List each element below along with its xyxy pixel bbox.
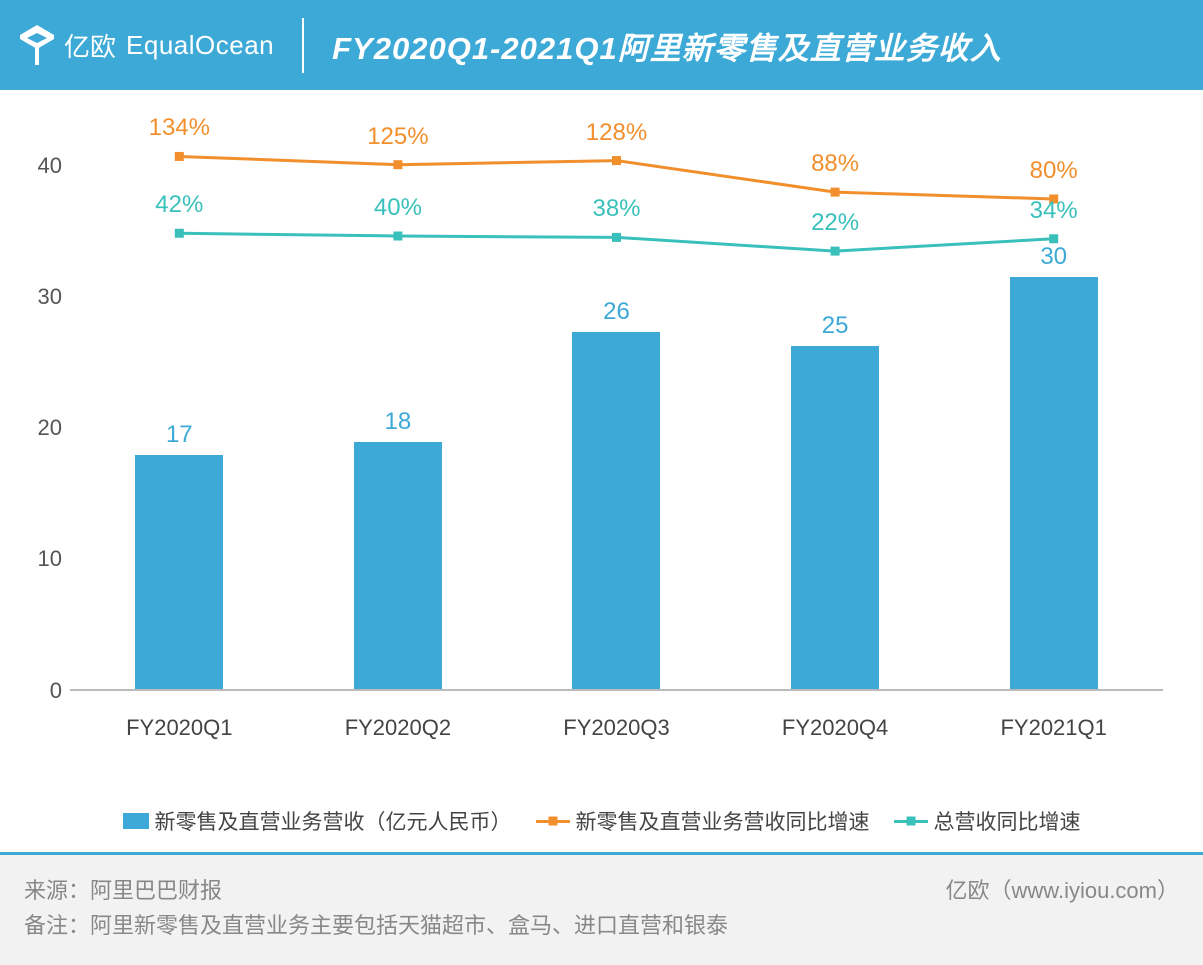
y-axis: 403020100 [30,140,70,691]
line-value-label: 42% [155,191,203,219]
line-value-label: 134% [149,114,210,142]
bar-rect [572,332,660,689]
line-value-label: 80% [1030,157,1078,185]
y-axis-tick: 40 [30,153,70,179]
legend: 新零售及直营业务营收（亿元人民币） 新零售及直营业务营收同比增速 总营收同比增速 [0,791,1203,855]
bar-value-label: 17 [166,421,193,449]
x-axis-label: FY2020Q4 [726,715,945,741]
legend-item: 总营收同比增速 [894,806,1081,836]
source-line: 来源：阿里巴巴财报 [24,873,728,908]
legend-swatch-bar-icon [123,813,149,829]
chart-area: 40 30 20 10 0 17 18 26 25 30 134% 125% 128% 88% 80% 4… [0,90,1203,791]
bar-value-label: 26 [603,298,630,326]
legend-label: 总营收同比增速 [934,806,1081,836]
line-value-label: 22% [811,209,859,237]
chart-canvas: 403020100 1718262530 134%125%128%88%80%4… [70,140,1163,771]
bar-value-label: 25 [822,312,849,340]
source-text: 阿里巴巴财报 [90,878,222,903]
y-axis-tick: 20 [30,415,70,441]
legend-item: 新零售及直营业务营收（亿元人民币） [123,806,512,836]
legend-label: 新零售及直营业务营收（亿元人民币） [155,806,512,836]
y-axis-tick: 0 [30,678,70,704]
x-axis-label: FY2021Q1 [944,715,1163,741]
line-value-label: 40% [374,194,422,222]
line-value-label: 38% [592,195,640,223]
x-axis-labels: FY2020Q1FY2020Q2FY2020Q3FY2020Q4FY2021Q1 [70,715,1163,741]
footer: 来源：阿里巴巴财报 备注：阿里新零售及直营业务主要包括天猫超市、盒马、进口直营和… [0,855,1203,965]
legend-label: 新零售及直营业务营收同比增速 [576,806,870,836]
bar-rect [1010,277,1098,688]
note-line: 备注：阿里新零售及直营业务主要包括天猫超市、盒马、进口直营和银泰 [24,908,728,943]
brand-name-en: EqualOcean [126,30,274,61]
source-prefix: 来源： [24,878,90,903]
line-value-label: 88% [811,150,859,178]
bar-group: 17 [70,140,289,689]
footer-left: 来源：阿里巴巴财报 备注：阿里新零售及直营业务主要包括天猫超市、盒马、进口直营和… [24,873,728,943]
x-axis-label: FY2020Q2 [289,715,508,741]
y-axis-tick: 30 [30,284,70,310]
header-bar: 亿欧 EqualOcean FY2020Q1-2021Q1阿里新零售及直营业务收… [0,0,1203,90]
bar-value-label: 18 [385,408,412,436]
brand-name-cn: 亿欧 [64,27,116,64]
note-prefix: 备注： [24,913,90,938]
line-value-label: 34% [1030,197,1078,225]
bar-rect [791,346,879,689]
legend-item: 新零售及直营业务营收同比增速 [536,806,870,836]
footer-url: （www.iyiou.com） [990,878,1179,903]
bar-value-label: 30 [1040,243,1067,271]
footer-brand: 亿欧 [946,878,990,903]
line-value-label: 125% [367,123,428,151]
logo-area: 亿欧 EqualOcean [20,18,304,73]
chart-title: FY2020Q1-2021Q1阿里新零售及直营业务收入 [304,23,1002,68]
bar-rect [135,455,223,688]
bar-rect [354,442,442,689]
y-axis-tick: 10 [30,546,70,572]
legend-swatch-line-icon [894,820,928,823]
note-text: 阿里新零售及直营业务主要包括天猫超市、盒马、进口直营和银泰 [90,913,728,938]
x-axis-label: FY2020Q3 [507,715,726,741]
brand-logo-icon [20,25,54,65]
line-value-label: 128% [586,119,647,147]
footer-right: 亿欧（www.iyiou.com） [946,873,1180,908]
bar-group: 18 [289,140,508,689]
legend-swatch-line-icon [536,820,570,823]
x-axis-label: FY2020Q1 [70,715,289,741]
plot-region: 1718262530 134%125%128%88%80%42%40%38%22… [70,140,1163,691]
